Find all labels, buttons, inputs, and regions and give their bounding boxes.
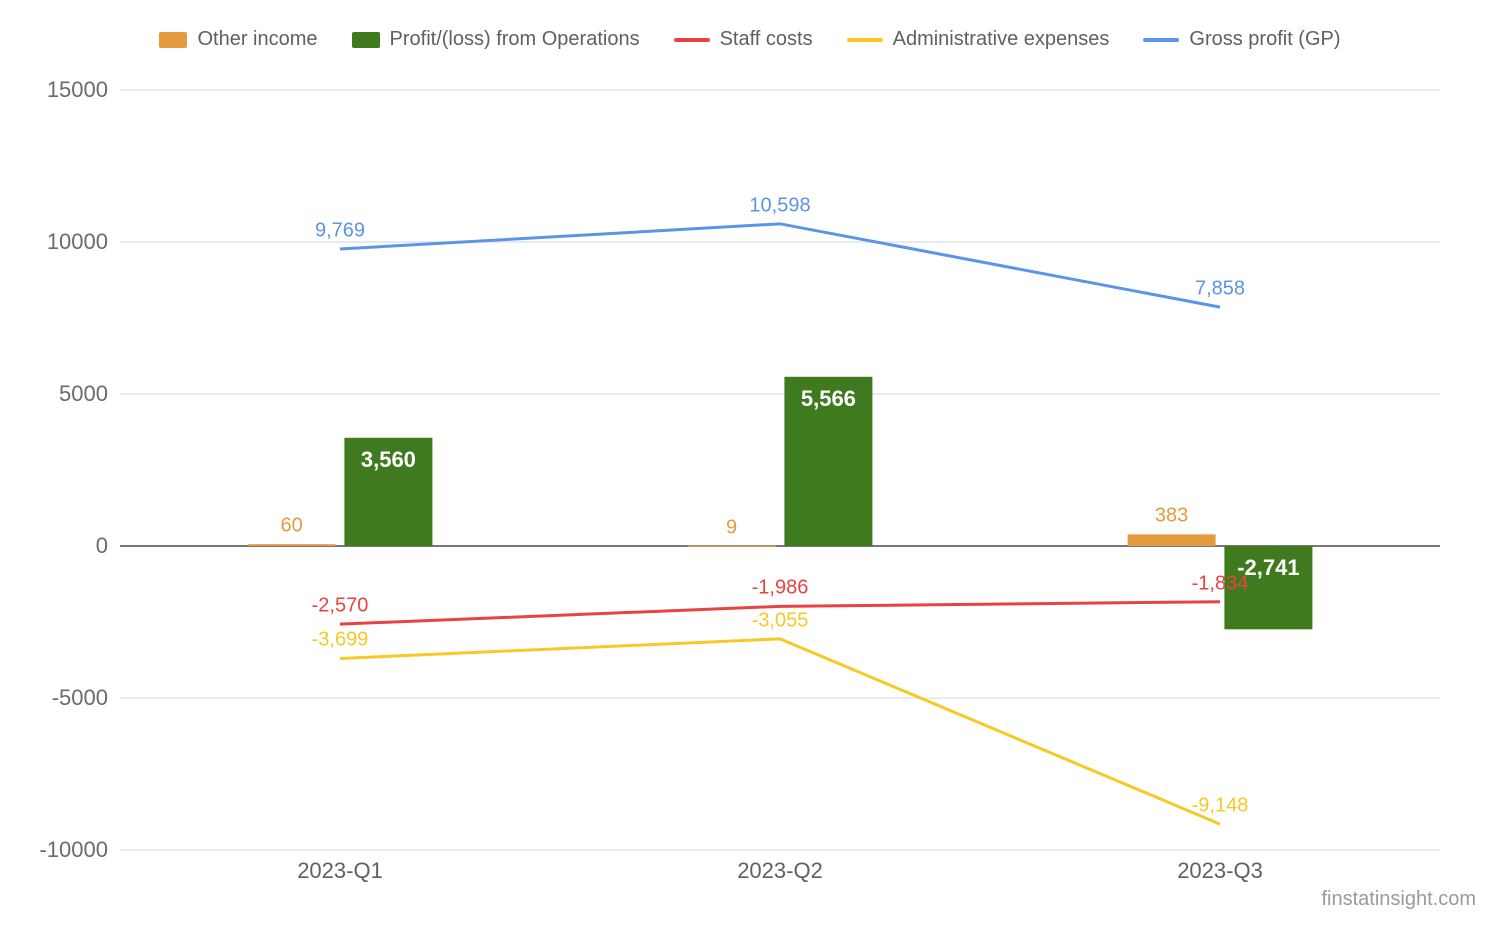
legend-label: Profit/(loss) from Operations	[390, 28, 640, 51]
legend-swatch	[159, 32, 187, 48]
legend-swatch	[352, 32, 380, 48]
line-value-label: 9,769	[315, 220, 365, 243]
legend-item[interactable]: Administrative expenses	[847, 28, 1110, 51]
bar-value-label: 3,560	[361, 447, 416, 473]
line-value-label: -1,834	[1192, 572, 1249, 595]
watermark: finstatinsight.com	[1321, 888, 1476, 911]
line-value-label: 7,858	[1195, 278, 1245, 301]
legend-label: Other income	[197, 28, 317, 51]
legend-label: Administrative expenses	[893, 28, 1110, 51]
legend-swatch	[847, 38, 883, 42]
bar-value-label: 383	[1155, 505, 1188, 528]
line-value-label: 10,598	[749, 194, 810, 217]
legend: Other income Profit/(loss) from Operation…	[0, 28, 1500, 51]
legend-swatch	[674, 38, 710, 42]
y-tick-label: 5000	[8, 381, 108, 407]
bar[interactable]	[1128, 534, 1216, 546]
bar[interactable]	[688, 546, 776, 547]
bar-value-label: 60	[280, 515, 302, 538]
legend-swatch	[1143, 38, 1179, 42]
y-tick-label: 10000	[8, 229, 108, 255]
legend-label: Gross profit (GP)	[1189, 28, 1340, 51]
legend-item[interactable]: Staff costs	[674, 28, 813, 51]
legend-item[interactable]: Profit/(loss) from Operations	[352, 28, 640, 51]
line-value-label: -2,570	[312, 595, 369, 618]
legend-item[interactable]: Other income	[159, 28, 317, 51]
bar[interactable]	[248, 544, 336, 546]
line-value-label: -3,055	[752, 609, 809, 632]
x-tick-label: 2023-Q3	[1177, 858, 1263, 884]
line-value-label: -9,148	[1192, 795, 1249, 818]
x-tick-label: 2023-Q1	[297, 858, 383, 884]
legend-label: Staff costs	[720, 28, 813, 51]
line-series[interactable]	[340, 224, 1220, 307]
financial-combo-chart: Other income Profit/(loss) from Operation…	[0, 0, 1500, 927]
y-tick-label: 15000	[8, 77, 108, 103]
line-value-label: -3,699	[312, 629, 369, 652]
y-tick-label: -10000	[8, 837, 108, 863]
y-tick-label: 0	[8, 533, 108, 559]
bar-value-label: 9	[726, 516, 737, 539]
legend-item[interactable]: Gross profit (GP)	[1143, 28, 1340, 51]
y-tick-label: -5000	[8, 685, 108, 711]
bar-value-label: 5,566	[801, 386, 856, 412]
line-value-label: -1,986	[752, 577, 809, 600]
line-series[interactable]	[340, 639, 1220, 824]
x-tick-label: 2023-Q2	[737, 858, 823, 884]
